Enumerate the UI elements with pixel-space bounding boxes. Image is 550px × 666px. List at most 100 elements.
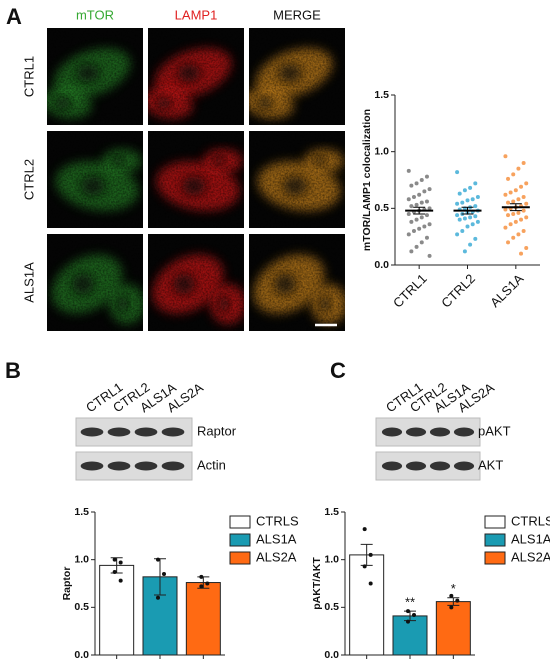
blot-band	[134, 461, 158, 471]
y-axis-label: Raptor	[61, 567, 73, 601]
data-point	[516, 197, 521, 202]
data-point	[414, 202, 419, 207]
data-point	[199, 584, 204, 589]
data-point	[524, 181, 529, 186]
data-point	[414, 217, 419, 222]
error-bar	[447, 597, 460, 606]
blot-band	[405, 427, 427, 437]
data-point	[409, 249, 414, 254]
data-point	[475, 219, 480, 224]
blot-band	[161, 427, 185, 437]
data-point	[427, 187, 432, 192]
data-point	[414, 181, 419, 186]
data-point	[462, 216, 467, 221]
error-bar	[413, 206, 426, 215]
data-point	[417, 226, 422, 231]
data-point	[506, 200, 511, 205]
data-point	[470, 197, 475, 202]
data-point	[508, 222, 513, 227]
y-tick-label: 1.0	[324, 553, 339, 565]
y-tick-label: 0.0	[324, 649, 339, 661]
band-label: pAKT	[478, 423, 511, 438]
image-row-label: CTRL1	[21, 56, 36, 97]
data-point	[470, 222, 475, 227]
data-point	[521, 208, 526, 213]
data-point	[511, 172, 516, 177]
bar	[99, 564, 135, 656]
data-point	[427, 206, 432, 211]
blot-band	[80, 461, 104, 471]
speckle	[249, 234, 345, 331]
error-bar	[110, 557, 123, 574]
legend-swatch	[229, 515, 251, 529]
micrograph	[249, 28, 345, 125]
data-point	[424, 174, 429, 179]
error-bar	[461, 206, 474, 215]
data-point	[468, 185, 473, 190]
data-point	[205, 581, 210, 586]
legend-label: CTRLS	[256, 513, 299, 528]
data-point	[511, 235, 516, 240]
blot-band	[429, 461, 451, 471]
significance: **	[405, 595, 415, 610]
legend-label: ALS1A	[511, 531, 550, 546]
y-tick-label: 0.5	[74, 601, 89, 613]
cells	[249, 28, 345, 125]
data-point	[411, 229, 416, 233]
data-point	[419, 178, 424, 182]
micrograph	[47, 234, 143, 331]
speckle	[249, 131, 345, 228]
data-point	[511, 212, 516, 216]
y-axis-label: pAKT/AKT	[311, 557, 323, 610]
bar	[392, 615, 428, 656]
y-tick-label: 1.5	[74, 506, 89, 518]
data-point	[455, 201, 460, 206]
data-point	[419, 200, 424, 205]
y-tick-label: 0.0	[74, 649, 89, 661]
data-point	[503, 154, 508, 159]
data-point	[521, 195, 526, 199]
speckle	[148, 131, 244, 228]
data-point	[457, 191, 462, 196]
data-point	[411, 195, 416, 199]
y-axis-label: mTOR/LAMP1 colocalization	[361, 109, 373, 251]
data-point	[457, 217, 462, 222]
data-point	[465, 198, 470, 203]
data-point	[406, 212, 411, 216]
legend-label: ALS1A	[256, 531, 297, 546]
speckle	[148, 234, 244, 331]
cells	[47, 28, 143, 125]
panel-letter: C	[330, 358, 346, 383]
data-point	[419, 215, 424, 220]
data-point	[511, 199, 516, 204]
data-point	[118, 578, 123, 583]
blot-band	[381, 427, 403, 437]
data-point	[156, 557, 160, 562]
data-point	[419, 240, 424, 245]
blot-band	[453, 427, 475, 437]
data-point	[506, 176, 511, 181]
data-point	[468, 242, 473, 247]
panel-letter: B	[5, 358, 21, 383]
significance: *	[451, 581, 456, 596]
speckle	[47, 28, 143, 125]
x-tick-label: ALS1A	[487, 271, 526, 310]
data-point	[473, 204, 478, 209]
data-point	[427, 253, 432, 258]
data-point	[455, 213, 460, 218]
micrograph	[148, 131, 244, 228]
data-point	[516, 210, 521, 215]
micrograph	[47, 131, 143, 228]
data-point	[519, 217, 524, 222]
data-point	[414, 244, 419, 249]
image-row-label: CTRL2	[21, 159, 36, 200]
data-point	[118, 560, 123, 565]
y-tick-label: 1.5	[374, 89, 389, 101]
data-point	[468, 215, 473, 220]
data-point	[422, 224, 427, 229]
data-point	[521, 161, 526, 165]
data-point	[524, 201, 529, 206]
panel-letter: A	[6, 4, 22, 29]
data-point	[506, 240, 511, 245]
data-point	[475, 195, 480, 199]
